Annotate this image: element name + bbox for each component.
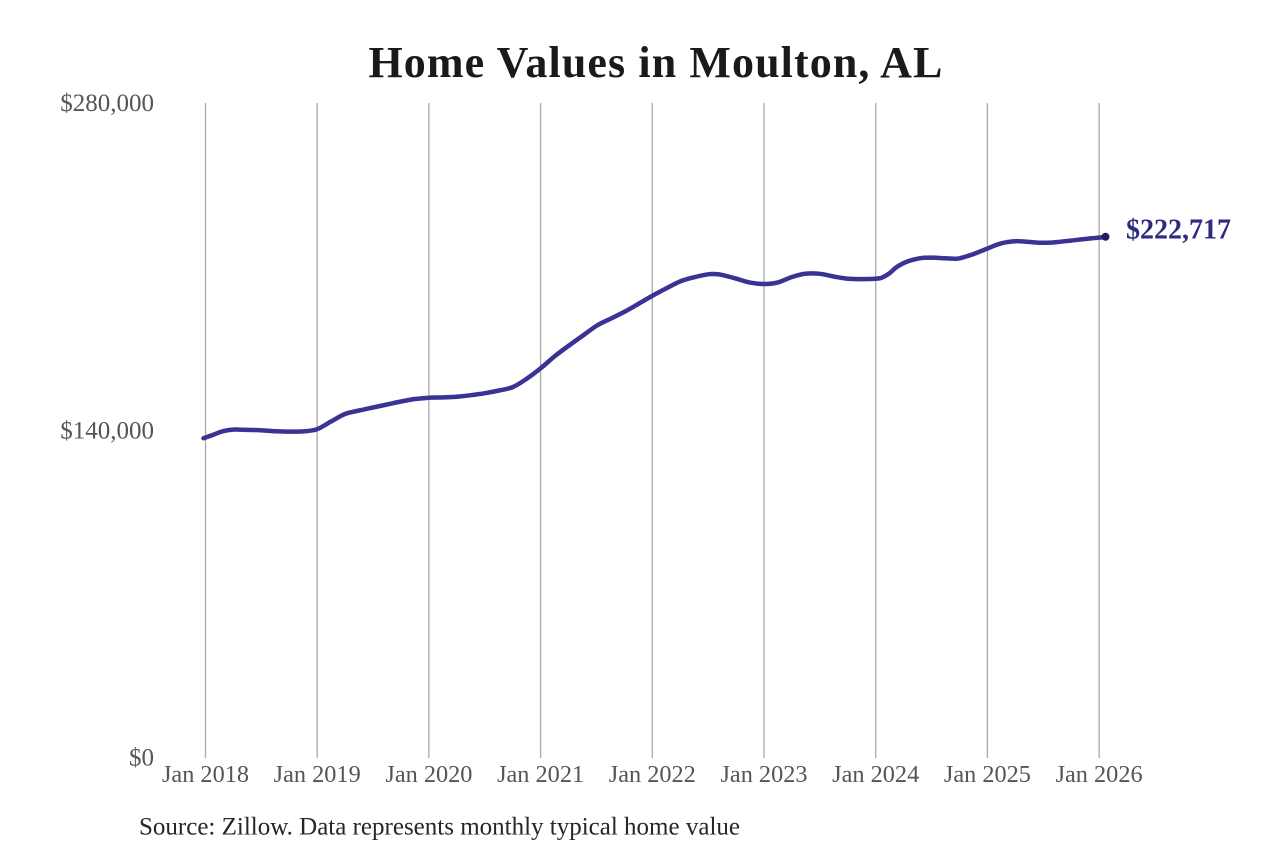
svg-text:$222,717: $222,717 — [1126, 215, 1231, 246]
svg-text:$140,000: $140,000 — [60, 417, 154, 444]
svg-text:Jan 2026: Jan 2026 — [1056, 761, 1143, 788]
svg-text:Jan 2021: Jan 2021 — [497, 761, 584, 788]
svg-text:Home Values in Moulton, AL: Home Values in Moulton, AL — [368, 38, 943, 87]
svg-text:Jan 2019: Jan 2019 — [274, 761, 361, 788]
svg-text:$280,000: $280,000 — [60, 90, 154, 117]
svg-text:Jan 2024: Jan 2024 — [832, 761, 919, 788]
svg-text:$0: $0 — [129, 745, 154, 772]
svg-text:Jan 2018: Jan 2018 — [162, 761, 249, 788]
svg-text:Source: Zillow. Data represent: Source: Zillow. Data represents monthly … — [139, 814, 740, 841]
svg-text:Jan 2025: Jan 2025 — [944, 761, 1031, 788]
svg-text:Jan 2023: Jan 2023 — [720, 761, 807, 788]
svg-text:Jan 2020: Jan 2020 — [385, 761, 472, 788]
svg-text:Jan 2022: Jan 2022 — [609, 761, 696, 788]
